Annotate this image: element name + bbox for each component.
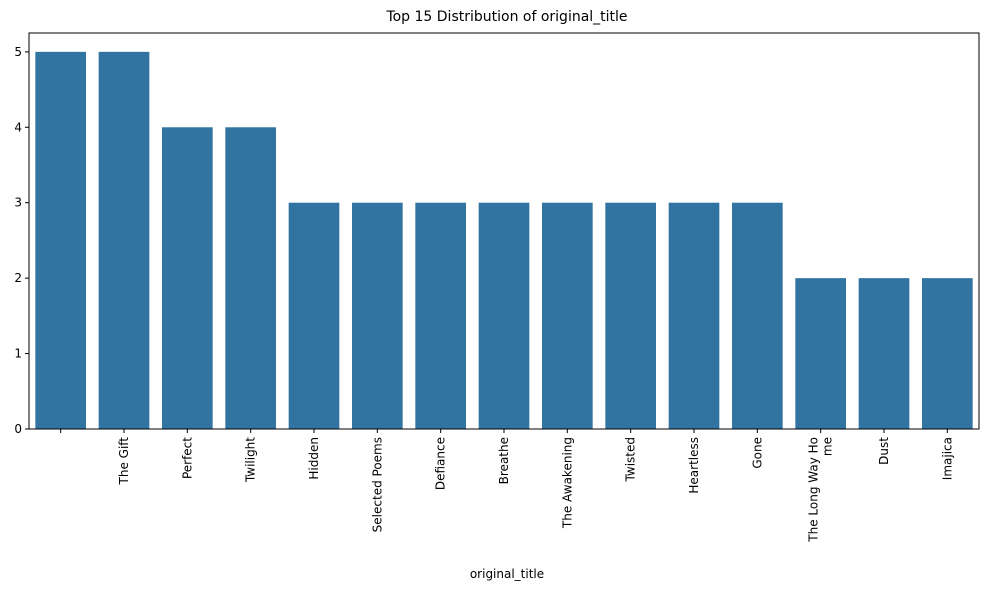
x-tick-label: Twisted [624,437,638,482]
bar [605,202,656,429]
x-tick-label: Imajica [940,437,954,480]
x-tick-label: Defiance [434,437,448,490]
bar [225,127,276,430]
x-tick-label: The Awakening [560,437,574,529]
x-tick-label: Heartless [687,437,701,494]
bar [795,278,846,429]
y-tick-label: 3 [14,196,22,210]
bar [415,202,466,429]
bar [162,127,213,430]
bar [922,278,973,429]
y-tick-label: 2 [14,271,22,285]
x-axis-title: original_title [470,567,544,581]
x-tick-label: The Gift [117,437,131,486]
bar [288,202,340,429]
bar [732,202,783,429]
x-tick-label: Gone [750,437,764,469]
x-tick-label: Selected Poems [370,437,384,532]
x-tick-label: Dust [877,437,891,465]
x-tick-label: Breathe [497,437,511,484]
x-tick-label: The Long Way Home [807,437,835,543]
bar [35,51,86,429]
y-axis: 0 1 2 3 4 5 [14,45,29,436]
bar [352,202,403,429]
x-tick-label: Hidden [307,437,321,480]
y-tick-label: 0 [14,422,22,436]
bar [98,51,150,429]
x-tick-label: Twilight [244,437,258,483]
bar [858,278,910,429]
y-tick-label: 4 [14,120,22,134]
y-tick-label: 1 [14,347,22,361]
y-tick-label: 5 [14,45,22,59]
bar [542,202,593,429]
chart-title: Top 15 Distribution of original_title [385,9,627,25]
bar [478,202,530,429]
bars-group [35,51,973,430]
bar [668,202,720,429]
plot-frame [28,32,980,430]
x-tick-label: Perfect [180,437,194,479]
x-axis: The Gift Perfect Twilight Hidden Selected Po… [60,429,954,543]
